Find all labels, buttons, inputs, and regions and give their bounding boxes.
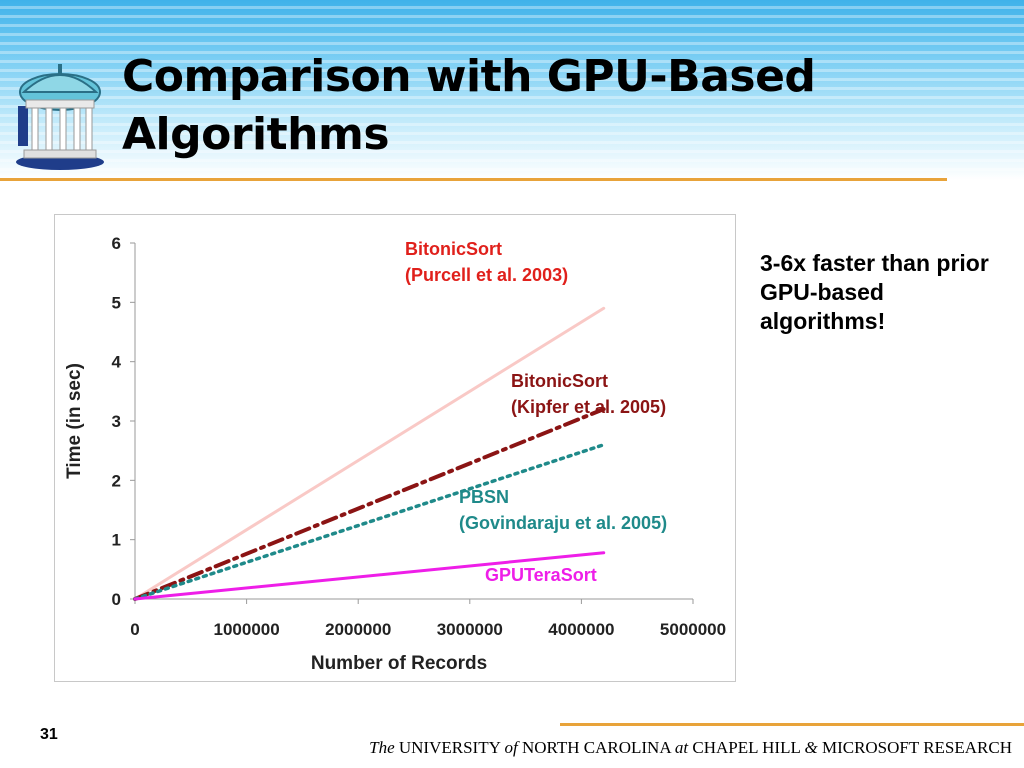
series-line-3	[133, 442, 606, 601]
series-line-1	[133, 306, 606, 601]
y-tick-label: 2	[112, 471, 121, 490]
series-label-3: (Govindaraju et al. 2005)	[459, 513, 667, 533]
series-line-2	[133, 407, 606, 601]
page-number: 31	[40, 726, 58, 743]
series-label-1: BitonicSort	[405, 239, 502, 259]
footer-north-carolina: NORTH CAROLINA	[521, 738, 671, 757]
footer-chapel-hill: CHAPEL HILL	[692, 738, 801, 757]
y-tick-label: 4	[112, 353, 122, 372]
callout-text: 3-6x faster than prior GPU-based algorit…	[760, 250, 989, 334]
footer-divider	[560, 723, 1024, 726]
series-label-2: (Kipfer et al. 2005)	[511, 397, 666, 417]
x-tick-label: 1000000	[214, 620, 280, 639]
x-tick-label: 2000000	[325, 620, 391, 639]
y-axis-label: Time (in sec)	[64, 363, 85, 479]
y-tick-label: 5	[112, 293, 121, 312]
y-tick-label: 6	[112, 234, 121, 253]
x-tick-label: 0	[130, 620, 139, 639]
footer-university: UNIVERSITY	[398, 738, 501, 757]
series-label-2: BitonicSort	[511, 371, 608, 391]
footer-microsoft: MICROSOFT RESEARCH	[821, 738, 1012, 757]
x-tick-label: 5000000	[660, 620, 726, 639]
x-axis-label: Number of Records	[311, 653, 487, 674]
series-line-4	[133, 551, 606, 601]
y-tick-label: 1	[112, 531, 121, 550]
chart-panel: 0 1 2 3 4 5 6 0 1000000 2000000 3000000 4000000 5000…	[54, 214, 736, 682]
footer-at: at	[674, 738, 689, 757]
series-label-4: GPUTeraSort	[485, 565, 597, 585]
series-label-1: (Purcell et al. 2003)	[405, 265, 568, 285]
line-chart: 0 1 2 3 4 5 6 0 1000000 2000000 3000000 4000000 5000…	[64, 234, 726, 674]
title-divider	[0, 178, 947, 181]
x-tick-label: 3000000	[437, 620, 503, 639]
x-tick-label: 4000000	[548, 620, 614, 639]
y-tick-label: 3	[112, 412, 121, 431]
footer-of: of	[504, 738, 518, 757]
footer-affiliation: The UNIVERSITY of NORTH CAROLINA at CHAP…	[369, 738, 1012, 758]
old-well-icon	[16, 64, 104, 170]
series-label-3: PBSN	[459, 487, 509, 507]
footer-the: The	[369, 738, 395, 757]
footer-amp: &	[804, 738, 818, 757]
header-background	[0, 0, 1024, 180]
y-tick-label: 0	[112, 590, 121, 609]
slide-title: Comparison with GPU-Based Algorithms	[122, 51, 816, 160]
